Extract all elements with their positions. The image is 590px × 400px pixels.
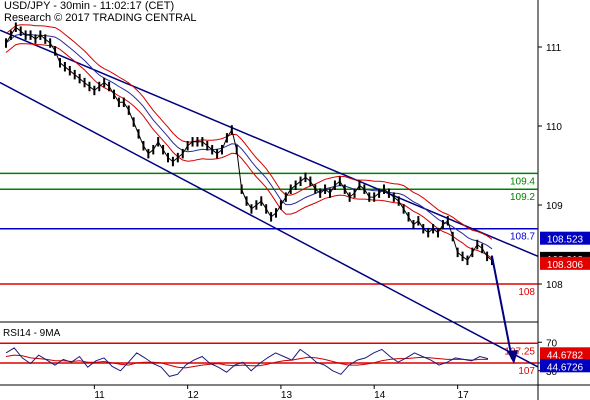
level-label-pivot: 108.7 xyxy=(510,232,535,243)
channel-lower-line xyxy=(0,81,539,368)
rsi-title: RSI14 - 9MA xyxy=(3,328,61,339)
price-tag-label-ask: 108.306 xyxy=(547,260,584,271)
forecast-arrow-head xyxy=(507,350,518,364)
x-tick-label: 12 xyxy=(188,390,200,400)
level-label-resistance-1: 109.2 xyxy=(510,192,535,203)
y-tick-label: 108 xyxy=(546,280,563,291)
bollinger-lower-line xyxy=(5,43,493,259)
rsi-tag-rsi xyxy=(540,359,590,373)
chart-title: USD/JPY - 30min - 11:02:17 (CET) xyxy=(4,0,175,12)
rsi-tag-label-rsi-ma: 44.6782 xyxy=(547,350,584,361)
price-tag-ask xyxy=(540,256,590,270)
level-label-support-1: 108 xyxy=(518,287,535,298)
y-tick-label: 110 xyxy=(546,122,562,133)
rsi-tag-rsi-ma xyxy=(540,347,590,361)
level-label-resistance-2: 109.4 xyxy=(510,176,535,187)
y-tick-label: 109 xyxy=(546,201,563,212)
x-tick-label: 14 xyxy=(374,390,386,400)
level-label-support-3: 107 xyxy=(518,366,535,377)
chart-source: Research © 2017 TRADING CENTRAL xyxy=(4,12,197,24)
channel-upper-line xyxy=(0,29,539,258)
x-tick-label: 13 xyxy=(281,390,293,400)
forecast-arrow-line xyxy=(491,256,513,360)
y-tick-label: 111 xyxy=(546,43,562,54)
rsi-tag-label-rsi: 44.6726 xyxy=(547,362,584,373)
level-label-support-2: 107.25 xyxy=(504,346,535,357)
moving-average-line xyxy=(5,33,493,250)
bollinger-upper-line xyxy=(5,24,493,240)
price-line xyxy=(5,26,493,262)
rsi-ma-line xyxy=(5,354,488,369)
x-tick-label: 11 xyxy=(94,390,105,400)
price-tag-label-bid: 108.523 xyxy=(547,235,584,246)
rsi-line xyxy=(5,347,489,377)
x-tick-label: 17 xyxy=(458,390,470,400)
rsi-y-tick-label: 70 xyxy=(546,338,558,349)
price-tag-bid xyxy=(540,231,590,245)
